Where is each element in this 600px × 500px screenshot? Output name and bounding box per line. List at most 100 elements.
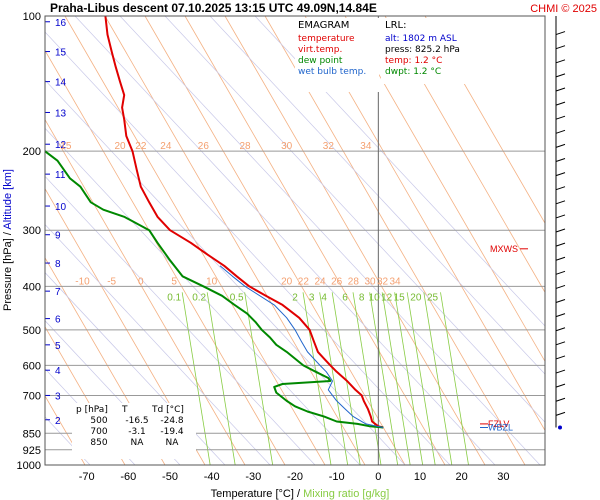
table-header-pressure: p [hPa] bbox=[76, 405, 108, 415]
x-axis-label-separator: / bbox=[297, 488, 301, 500]
table-cell-td: -19.4 bbox=[160, 427, 184, 437]
dry-adiabat-label: 34 bbox=[389, 276, 401, 287]
y-tick-label: 300 bbox=[23, 225, 41, 237]
mixing-ratio-label: 0.5 bbox=[230, 292, 244, 303]
wind-barb bbox=[555, 313, 566, 318]
dry-adiabat-label: 20 bbox=[281, 276, 293, 287]
wind-barb bbox=[555, 143, 566, 148]
dry-adiabat-label: 28 bbox=[348, 276, 360, 287]
mixing-ratio-label: 25 bbox=[427, 292, 439, 303]
legend-item-wet-bulb: wet bulb temp. bbox=[298, 67, 367, 77]
mixing-ratio-line bbox=[381, 292, 411, 465]
legend-item-temperature: temperature bbox=[298, 34, 355, 44]
table-cell-t: -3.1 bbox=[128, 427, 146, 437]
moist-adiabat bbox=[45, 368, 136, 465]
dry-adiabat bbox=[184, 16, 446, 465]
wind-barb bbox=[555, 299, 566, 304]
x-tick-label: 30 bbox=[497, 471, 509, 483]
mixing-ratio-label: 0.2 bbox=[192, 292, 206, 303]
mixing-ratio-label: 3 bbox=[309, 292, 315, 303]
altitude-tick-label: 2 bbox=[55, 416, 61, 427]
altitude-tick-label: 16 bbox=[55, 18, 67, 29]
wind-barb bbox=[555, 270, 566, 275]
altitude-tick-label: 6 bbox=[55, 315, 61, 326]
x-axis-label-temperature: Temperature [°C] bbox=[211, 488, 294, 500]
dry-adiabat-label: 26 bbox=[198, 141, 210, 152]
wind-barb bbox=[555, 411, 566, 416]
moist-adiabat bbox=[119, 16, 541, 465]
y-tick-label: 500 bbox=[23, 325, 41, 337]
dry-adiabat-label: 15 bbox=[60, 141, 72, 152]
moist-adiabat bbox=[209, 16, 545, 375]
mixing-ratio-line bbox=[319, 292, 349, 465]
chart-title: Praha-Libus descent 07.10.2025 13:15 UTC… bbox=[50, 1, 377, 15]
wind-barb bbox=[555, 129, 566, 134]
moist-adiabat bbox=[45, 272, 226, 465]
x-tick-label: -40 bbox=[204, 471, 220, 483]
mixing-ratio-label: 2 bbox=[292, 292, 298, 303]
altitude-tick-label: 4 bbox=[55, 366, 61, 377]
wind-barb bbox=[555, 228, 566, 233]
wind-barb bbox=[555, 87, 566, 92]
dry-adiabat-label: 24 bbox=[160, 141, 172, 152]
moist-adiabat bbox=[45, 31, 451, 465]
wind-barb bbox=[555, 186, 566, 191]
y-tick-label: 925 bbox=[23, 445, 41, 457]
y-tick-label: 850 bbox=[23, 428, 41, 440]
dry-adiabat-label: -10 bbox=[75, 276, 90, 287]
wind-barb bbox=[555, 284, 566, 289]
wind-barb bbox=[555, 397, 566, 402]
mixing-ratio-line bbox=[406, 292, 436, 465]
altitude-tick-label: 13 bbox=[55, 108, 67, 119]
plot-frame bbox=[44, 15, 546, 466]
table-header-t: T bbox=[122, 405, 128, 415]
wind-barb bbox=[555, 214, 566, 219]
altitude-tick-label: 15 bbox=[55, 48, 67, 59]
dry-adiabat-label: 22 bbox=[298, 276, 310, 287]
y-axis-label: Pressure [hPa] / Altitude [km] bbox=[2, 169, 14, 311]
mixing-ratio-line bbox=[302, 292, 332, 465]
dry-adiabat bbox=[104, 16, 366, 465]
wind-barb bbox=[555, 242, 566, 247]
x-axis-label: Temperature [°C] / Mixing ratio [g/kg] bbox=[211, 488, 390, 500]
legend-title: EMAGRAM bbox=[298, 20, 350, 31]
dry-adiabat-label: 5 bbox=[171, 276, 177, 287]
legend-item-dew-point: dew point bbox=[298, 56, 343, 66]
mixing-ratio-line bbox=[369, 292, 399, 465]
dry-adiabat-label: 20 bbox=[114, 141, 126, 152]
legend-box: EMAGRAM temperature virt.temp. dew point… bbox=[295, 18, 379, 92]
mixing-ratio-label: 4 bbox=[321, 292, 327, 303]
table-cell-t: -16.5 bbox=[125, 416, 149, 426]
mixing-ratio-label: 12 bbox=[381, 292, 393, 303]
x-tick-label: -10 bbox=[329, 471, 345, 483]
y-axis-label-separator: / bbox=[2, 231, 14, 235]
altitude-tick-label: 11 bbox=[55, 170, 66, 181]
mixing-ratio-label: 15 bbox=[394, 292, 406, 303]
altitude-tick-label: 10 bbox=[55, 202, 67, 213]
dry-adiabat-label: 30 bbox=[364, 276, 376, 287]
mixing-ratio-line bbox=[181, 292, 211, 465]
dry-adiabat-label: 32 bbox=[377, 276, 389, 287]
wind-barb bbox=[555, 200, 566, 205]
profile-series bbox=[45, 16, 384, 429]
table-cell-pressure: 700 bbox=[90, 427, 108, 437]
wind-barb bbox=[555, 172, 566, 177]
x-tick-label: 10 bbox=[414, 471, 426, 483]
series-dew-point bbox=[45, 150, 384, 429]
wind-barb bbox=[555, 31, 566, 36]
mixing-ratio-line bbox=[352, 292, 382, 465]
series-wet-bulb-temp bbox=[219, 265, 384, 428]
wind-barb bbox=[555, 256, 566, 261]
wind-barb bbox=[555, 369, 566, 374]
altitude-tick-label: 9 bbox=[55, 231, 61, 242]
altitude-tick-label: 3 bbox=[55, 391, 61, 402]
x-tick-label: -60 bbox=[120, 471, 136, 483]
mixing-ratio-line bbox=[331, 292, 361, 465]
y-axis-label-pressure: Pressure [hPa] bbox=[2, 238, 14, 311]
dry-adiabat bbox=[224, 16, 486, 465]
x-tick-label: 20 bbox=[456, 471, 468, 483]
dry-adiabat bbox=[45, 326, 126, 465]
mixing-ratio-label: 20 bbox=[410, 292, 422, 303]
lrl-temperature: temp: 1.2 °C bbox=[385, 56, 443, 66]
wind-barb bbox=[555, 73, 566, 78]
